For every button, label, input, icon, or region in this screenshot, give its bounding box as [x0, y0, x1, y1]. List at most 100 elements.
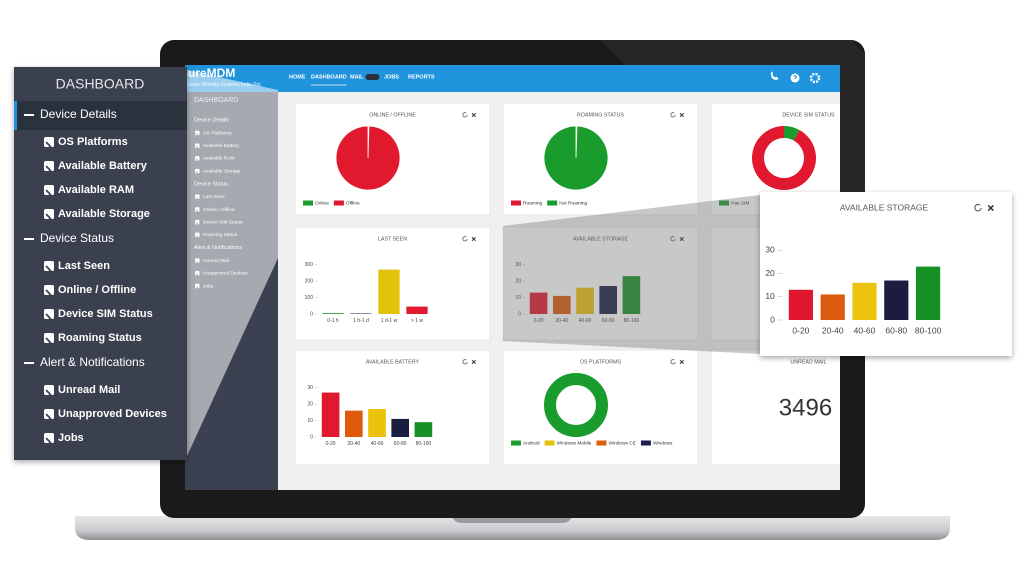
sidebar-header	[14, 67, 187, 100]
y-tick-label: 30	[307, 385, 313, 391]
checkmark	[45, 437, 53, 446]
bar	[406, 306, 428, 314]
card-title: LAST SEEN	[378, 236, 407, 242]
section-label[interactable]: Alert & Notifications	[40, 355, 145, 369]
settings-icon[interactable]	[809, 72, 821, 84]
zoom-projection	[503, 195, 760, 354]
phone-icon[interactable]	[771, 71, 779, 80]
x-tick-label: > 1 w	[411, 318, 423, 324]
checkbox	[44, 433, 54, 443]
x-tick-label: 40-60	[371, 441, 384, 447]
bar	[820, 294, 845, 320]
pie-slice	[543, 125, 609, 191]
section-label[interactable]: Device Status	[40, 231, 114, 245]
legend-label: Windows	[653, 440, 673, 446]
y-tick-label: 10	[515, 295, 521, 301]
checkmark	[45, 389, 53, 398]
y-tick-label: 200	[305, 278, 314, 284]
y-tick-label: 300	[305, 262, 314, 268]
menu-item[interactable]: Available Storage	[58, 208, 150, 220]
menu-item[interactable]: Available Battery	[58, 160, 148, 172]
checkmark	[45, 289, 53, 298]
refresh-icon[interactable]	[462, 236, 468, 242]
nav-item[interactable]: DASHBOARD	[311, 74, 347, 80]
card-title: AVAILABLE BATTERY	[366, 359, 420, 365]
refresh-icon[interactable]	[670, 112, 676, 118]
refresh-icon[interactable]	[879, 113, 883, 117]
bar	[368, 409, 386, 437]
menu-item[interactable]: Device SIM Status	[58, 308, 153, 320]
nav-item[interactable]: HOME	[289, 74, 306, 80]
refresh-icon[interactable]	[462, 112, 468, 118]
menu-item[interactable]: Jobs	[58, 432, 84, 444]
y-tick-label: 0	[518, 311, 521, 317]
big-number: 3496	[779, 394, 832, 421]
nav-item[interactable]: REPORTS	[408, 74, 435, 80]
card	[710, 349, 840, 466]
widget-card: ROAMING STATUS Roaming Not Roaming	[502, 102, 699, 216]
active-marker	[14, 101, 17, 130]
close-icon[interactable]	[471, 359, 476, 365]
widget-card: AVAILABLE BATTERY 0 10 20 30 0-20 20-40 40-60 60…	[294, 349, 491, 466]
menu-item[interactable]: Unread Mail	[58, 384, 120, 396]
menu-item[interactable]: Roaming Status	[58, 332, 142, 344]
checkbox	[44, 409, 54, 419]
checkmark	[45, 213, 53, 222]
checkmark	[45, 413, 53, 422]
bar	[391, 418, 410, 437]
legend-label: Has SIM	[731, 200, 749, 206]
checkbox	[44, 209, 54, 219]
bar	[378, 269, 400, 314]
close-icon[interactable]	[679, 236, 684, 242]
checkbox	[44, 137, 54, 147]
menu-item[interactable]: Last Seen	[58, 260, 110, 272]
y-tick-label: 20	[515, 278, 521, 284]
close-icon[interactable]	[471, 236, 476, 242]
legend-swatch	[303, 200, 313, 206]
menu-item[interactable]: Available RAM	[58, 184, 134, 196]
legend-swatch	[511, 440, 521, 446]
legend-label: Roaming	[523, 200, 543, 206]
widget-card: ONLINE / OFFLINE Online Offline	[294, 102, 491, 216]
checkbox	[44, 333, 54, 343]
y-tick-label: 0	[770, 314, 775, 324]
close-icon[interactable]	[987, 204, 994, 212]
refresh-icon[interactable]	[670, 236, 676, 242]
y-tick-label: 30	[765, 245, 775, 255]
x-tick-label: 20-40	[347, 441, 360, 447]
nav-item[interactable]: JOBS	[384, 74, 399, 80]
legend-label: Offline	[346, 200, 360, 206]
x-tick-label: 60-80	[885, 325, 907, 335]
legend-swatch	[719, 200, 729, 206]
zoom-card	[760, 192, 1012, 356]
x-tick-label: 0-20	[326, 441, 336, 447]
y-tick-label: 10	[307, 418, 313, 424]
card-title: OS PLATFORMS	[580, 359, 622, 365]
donut-slice	[752, 126, 816, 190]
legend-label: Android	[523, 440, 540, 446]
refresh-icon[interactable]	[670, 359, 676, 365]
refresh-icon[interactable]	[462, 359, 468, 365]
close-icon[interactable]	[679, 359, 684, 365]
bar	[576, 287, 594, 314]
card-title: ROAMING STATUS	[577, 112, 624, 118]
menu-item[interactable]: Unapproved Devices	[58, 408, 167, 420]
help-glyph	[793, 75, 798, 80]
legend-label: Windows Mobile	[557, 440, 592, 446]
y-tick-label: 20	[307, 401, 313, 407]
menu-item[interactable]: OS Platforms	[58, 136, 128, 148]
pie-slice	[335, 125, 401, 191]
widget-card: LAST SEEN 0 100 200 300 0-1 h 1 h-1 d 1 d-1 w > …	[294, 226, 491, 341]
close-icon[interactable]	[679, 112, 684, 118]
sidebar: DASHBOARD Device Details OS Platforms Avai…	[14, 67, 187, 460]
legend-label: Windows CE	[608, 440, 635, 446]
active-row	[14, 101, 187, 130]
close-icon[interactable]	[888, 113, 892, 117]
refresh-icon[interactable]	[974, 203, 982, 212]
close-icon[interactable]	[471, 112, 476, 118]
nav-item[interactable]: MAIL	[350, 74, 364, 80]
menu-item[interactable]: Online / Offline	[58, 284, 136, 296]
bar	[852, 282, 877, 320]
zoom-title: AVAILABLE STORAGE	[840, 202, 929, 212]
section-label[interactable]: Device Details	[40, 107, 117, 121]
